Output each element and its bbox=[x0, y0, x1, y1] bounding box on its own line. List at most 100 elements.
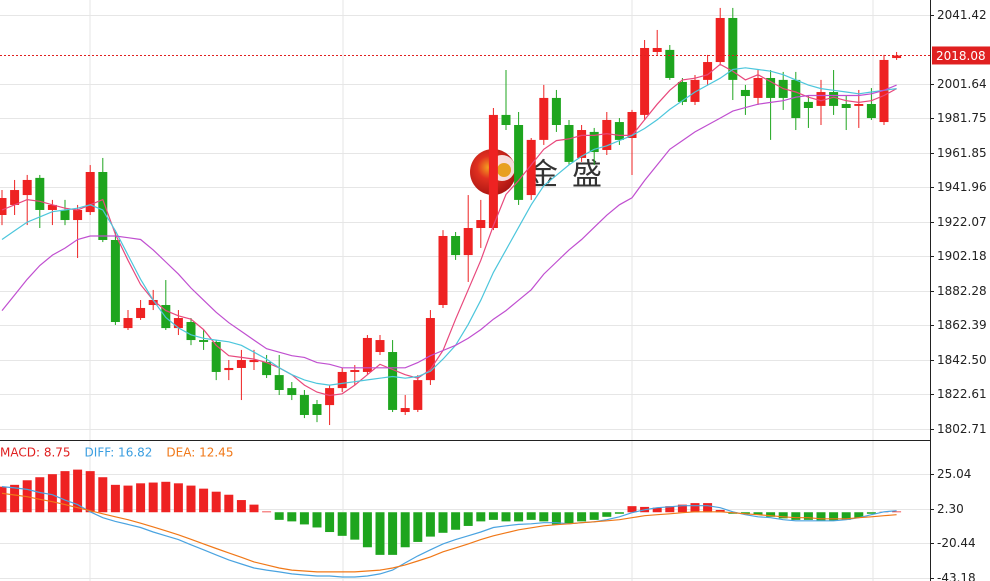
candle-body bbox=[400, 408, 410, 413]
y-tick-label: 1941.96 bbox=[937, 180, 987, 194]
candle-body bbox=[299, 395, 309, 415]
line-series bbox=[1, 84, 897, 369]
candle-body bbox=[892, 55, 902, 59]
candle-body bbox=[564, 124, 574, 162]
y-tick-label: 1882.28 bbox=[937, 284, 987, 298]
macd-bar bbox=[627, 506, 637, 513]
macd-bar bbox=[614, 512, 624, 514]
candle-body bbox=[740, 89, 750, 97]
macd-bar bbox=[123, 485, 133, 513]
candle-body bbox=[451, 235, 461, 256]
candle-body bbox=[136, 307, 146, 319]
macd-bar bbox=[249, 504, 259, 513]
candle-body bbox=[526, 139, 536, 196]
candle-body bbox=[425, 318, 435, 381]
macd-bar bbox=[602, 512, 612, 517]
macd-bar bbox=[236, 500, 246, 513]
macd-bar bbox=[803, 512, 813, 520]
plot bbox=[0, 7, 930, 578]
candle-body bbox=[98, 171, 108, 240]
macd-bar bbox=[501, 512, 511, 522]
macd-header: DEA: 12.45 bbox=[166, 446, 233, 460]
candle-body bbox=[224, 367, 234, 371]
macd-bar bbox=[199, 488, 209, 513]
candle-body bbox=[766, 77, 776, 98]
macd-bar bbox=[488, 512, 498, 520]
candle-body bbox=[325, 388, 335, 406]
candle-body bbox=[110, 239, 120, 323]
candle-body bbox=[73, 209, 83, 221]
candle-body bbox=[287, 388, 297, 396]
y-tick-label: 1842.50 bbox=[937, 353, 987, 367]
candle-body bbox=[665, 49, 675, 78]
macd-bar bbox=[652, 507, 662, 513]
candle-body bbox=[627, 111, 637, 139]
candle-body bbox=[476, 220, 486, 229]
macd-bar bbox=[438, 512, 448, 533]
candle-body bbox=[866, 104, 876, 119]
candle-body bbox=[35, 177, 45, 210]
macd-bar bbox=[211, 491, 221, 513]
macd-bar bbox=[413, 512, 423, 542]
macd-bar bbox=[514, 512, 524, 522]
macd-bar bbox=[715, 509, 725, 513]
macd-bar bbox=[60, 471, 70, 513]
candle-body bbox=[47, 204, 57, 210]
macd-bar bbox=[551, 512, 561, 525]
last-price-box bbox=[932, 46, 990, 65]
candle-body bbox=[60, 209, 70, 221]
y-tick-label: 1902.18 bbox=[937, 249, 987, 263]
logo-dot bbox=[497, 163, 511, 177]
candle-body bbox=[640, 47, 650, 115]
candle-body bbox=[854, 104, 864, 106]
candle-body bbox=[690, 79, 700, 102]
y-tick-label: 2041.42 bbox=[937, 8, 987, 22]
y-tick-label: 1862.39 bbox=[937, 318, 987, 332]
candle-body bbox=[362, 337, 372, 372]
macd-bar bbox=[186, 485, 196, 513]
y-tick-label: 1981.75 bbox=[937, 111, 987, 125]
macd-bar bbox=[866, 512, 876, 514]
y-tick-label: 2001.64 bbox=[937, 77, 987, 91]
macd-bar bbox=[589, 512, 599, 520]
macd-bar bbox=[98, 477, 108, 513]
candle-body bbox=[728, 17, 738, 80]
macd-bar bbox=[47, 474, 57, 513]
macd-bar bbox=[841, 512, 851, 520]
line-series bbox=[1, 486, 897, 578]
macd-bar bbox=[375, 512, 385, 555]
macd-bar bbox=[766, 512, 776, 517]
macd-bar bbox=[451, 512, 461, 530]
candle-body bbox=[539, 97, 549, 140]
candle-body bbox=[186, 322, 196, 341]
macd-bar bbox=[161, 481, 171, 513]
macd-bar bbox=[564, 512, 574, 524]
candle-body bbox=[10, 190, 20, 205]
last-price-label: 2018.08 bbox=[936, 49, 986, 63]
macd-bar bbox=[35, 477, 45, 513]
macd-bar bbox=[690, 503, 700, 513]
macd-bar bbox=[10, 484, 20, 513]
candle-body bbox=[211, 341, 221, 372]
macd-bar bbox=[854, 512, 864, 518]
macd-bar bbox=[577, 512, 587, 522]
macd-bar bbox=[0, 486, 7, 513]
candle-body bbox=[413, 380, 423, 410]
y-tick-label: 1802.71 bbox=[937, 422, 987, 436]
macd-bar bbox=[136, 483, 146, 513]
macd-bar bbox=[526, 512, 536, 520]
macd-bar bbox=[312, 512, 322, 528]
macd-bar bbox=[791, 512, 801, 520]
candle-body bbox=[249, 359, 259, 363]
candle-body bbox=[715, 17, 725, 63]
candle-body bbox=[602, 119, 612, 150]
macd-bar bbox=[110, 484, 120, 513]
candle-body bbox=[614, 122, 624, 140]
candle-body bbox=[577, 130, 587, 158]
candle-body bbox=[551, 97, 561, 125]
macd-bar bbox=[362, 512, 372, 548]
macd-header: MACD: 8.75 bbox=[0, 446, 71, 460]
macd-bar bbox=[476, 512, 486, 522]
candle-body bbox=[803, 101, 813, 108]
